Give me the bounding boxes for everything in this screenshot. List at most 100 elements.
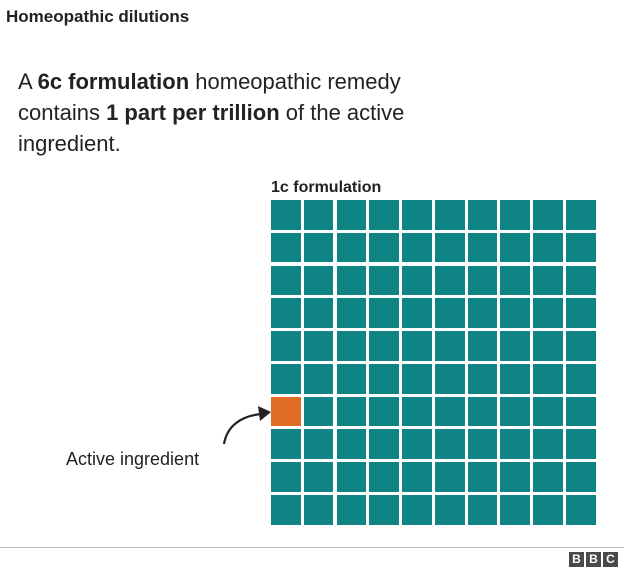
grid-cell bbox=[434, 495, 465, 525]
grid-cell bbox=[467, 462, 498, 492]
grid-cell bbox=[369, 396, 399, 427]
intro-text-part: of the active ingredient. bbox=[18, 100, 405, 156]
intro-text-part: A bbox=[18, 69, 38, 94]
grid-cell bbox=[336, 265, 367, 296]
grid-cell bbox=[500, 200, 531, 230]
grid-cell bbox=[369, 429, 399, 460]
grid-cell bbox=[533, 462, 563, 492]
grid-cell bbox=[566, 429, 596, 460]
grid-cell bbox=[533, 363, 563, 394]
grid-cell bbox=[434, 265, 465, 296]
intro-text-part: homeopathic remedy contains bbox=[18, 69, 401, 125]
footer-divider bbox=[0, 547, 624, 548]
grid-cell bbox=[402, 396, 432, 427]
grid-cell bbox=[434, 298, 465, 328]
grid-cell bbox=[271, 232, 301, 263]
grid-cell bbox=[434, 200, 465, 230]
grid-cell bbox=[533, 331, 563, 361]
grid-cell bbox=[303, 462, 334, 492]
grid-cell bbox=[434, 232, 465, 263]
grid-cell bbox=[336, 495, 367, 525]
bbc-logo-letter: B bbox=[569, 552, 584, 567]
grid-cell bbox=[303, 298, 334, 328]
grid-cell bbox=[500, 462, 531, 492]
grid-cell bbox=[500, 265, 531, 296]
grid-cell bbox=[303, 331, 334, 361]
grid-cell bbox=[303, 396, 334, 427]
grid-cell bbox=[566, 363, 596, 394]
grid-cell bbox=[369, 495, 399, 525]
grid-cell bbox=[533, 429, 563, 460]
grid-cell bbox=[500, 495, 531, 525]
grid-cell bbox=[336, 462, 367, 492]
grid-cell bbox=[434, 462, 465, 492]
grid-cell bbox=[271, 331, 301, 361]
grid-cell bbox=[402, 429, 432, 460]
grid-cell bbox=[369, 331, 399, 361]
grid-cell bbox=[533, 265, 563, 296]
grid-cell bbox=[271, 462, 301, 492]
grid-cell bbox=[303, 429, 334, 460]
grid-cell bbox=[467, 429, 498, 460]
grid-cell bbox=[369, 298, 399, 328]
grid-cell bbox=[500, 396, 531, 427]
callout-arrow-icon bbox=[222, 406, 271, 445]
grid-cell bbox=[369, 265, 399, 296]
grid-cell bbox=[533, 396, 563, 427]
grid-cell bbox=[271, 200, 301, 230]
grid-cell bbox=[566, 232, 596, 263]
grid-cell bbox=[271, 495, 301, 525]
intro-text: A 6c formulation homeopathic remedy cont… bbox=[18, 66, 478, 159]
grid-cell bbox=[434, 429, 465, 460]
grid-cell bbox=[467, 363, 498, 394]
grid-cell bbox=[336, 232, 367, 263]
active-ingredient-cell bbox=[271, 396, 301, 427]
grid-cell bbox=[533, 200, 563, 230]
grid-cell bbox=[336, 363, 367, 394]
grid-title: 1c formulation bbox=[271, 179, 382, 196]
grid-cell bbox=[434, 331, 465, 361]
grid-cell bbox=[336, 331, 367, 361]
grid-cell bbox=[533, 232, 563, 263]
grid-cell bbox=[467, 495, 498, 525]
grid-cell bbox=[402, 462, 432, 492]
grid-cell bbox=[271, 265, 301, 296]
formulation-grid bbox=[271, 200, 596, 525]
grid-cell bbox=[402, 232, 432, 263]
bbc-logo-letter: B bbox=[586, 552, 601, 567]
grid-cell bbox=[467, 200, 498, 230]
grid-cell bbox=[336, 200, 367, 230]
grid-cell bbox=[467, 232, 498, 263]
grid-cell bbox=[402, 298, 432, 328]
grid-cell bbox=[500, 298, 531, 328]
grid-cell bbox=[369, 232, 399, 263]
grid-cell bbox=[533, 495, 563, 525]
grid-cell bbox=[566, 298, 596, 328]
grid-cell bbox=[500, 363, 531, 394]
grid-cell bbox=[533, 298, 563, 328]
grid-cell bbox=[303, 265, 334, 296]
grid-cell bbox=[467, 331, 498, 361]
grid-cell bbox=[271, 363, 301, 394]
grid-cell bbox=[566, 265, 596, 296]
grid-cell bbox=[369, 363, 399, 394]
grid-cell bbox=[566, 462, 596, 492]
grid-cell bbox=[566, 200, 596, 230]
grid-cell bbox=[336, 429, 367, 460]
bbc-logo-letter: C bbox=[603, 552, 618, 567]
grid-cell bbox=[434, 396, 465, 427]
grid-cell bbox=[336, 298, 367, 328]
grid-cell bbox=[566, 331, 596, 361]
grid-cell bbox=[500, 429, 531, 460]
active-ingredient-label: Active ingredient bbox=[66, 449, 200, 469]
intro-emphasis-formulation: 6c formulation bbox=[37, 69, 190, 94]
grid-cell bbox=[402, 331, 432, 361]
grid-cell bbox=[467, 298, 498, 328]
grid-cell bbox=[402, 200, 432, 230]
grid-cell bbox=[402, 363, 432, 394]
grid-cell bbox=[467, 265, 498, 296]
grid-cell bbox=[402, 495, 432, 525]
chart-title: Homeopathic dilutions bbox=[6, 7, 190, 26]
grid-cell bbox=[271, 429, 301, 460]
grid-cell bbox=[402, 265, 432, 296]
